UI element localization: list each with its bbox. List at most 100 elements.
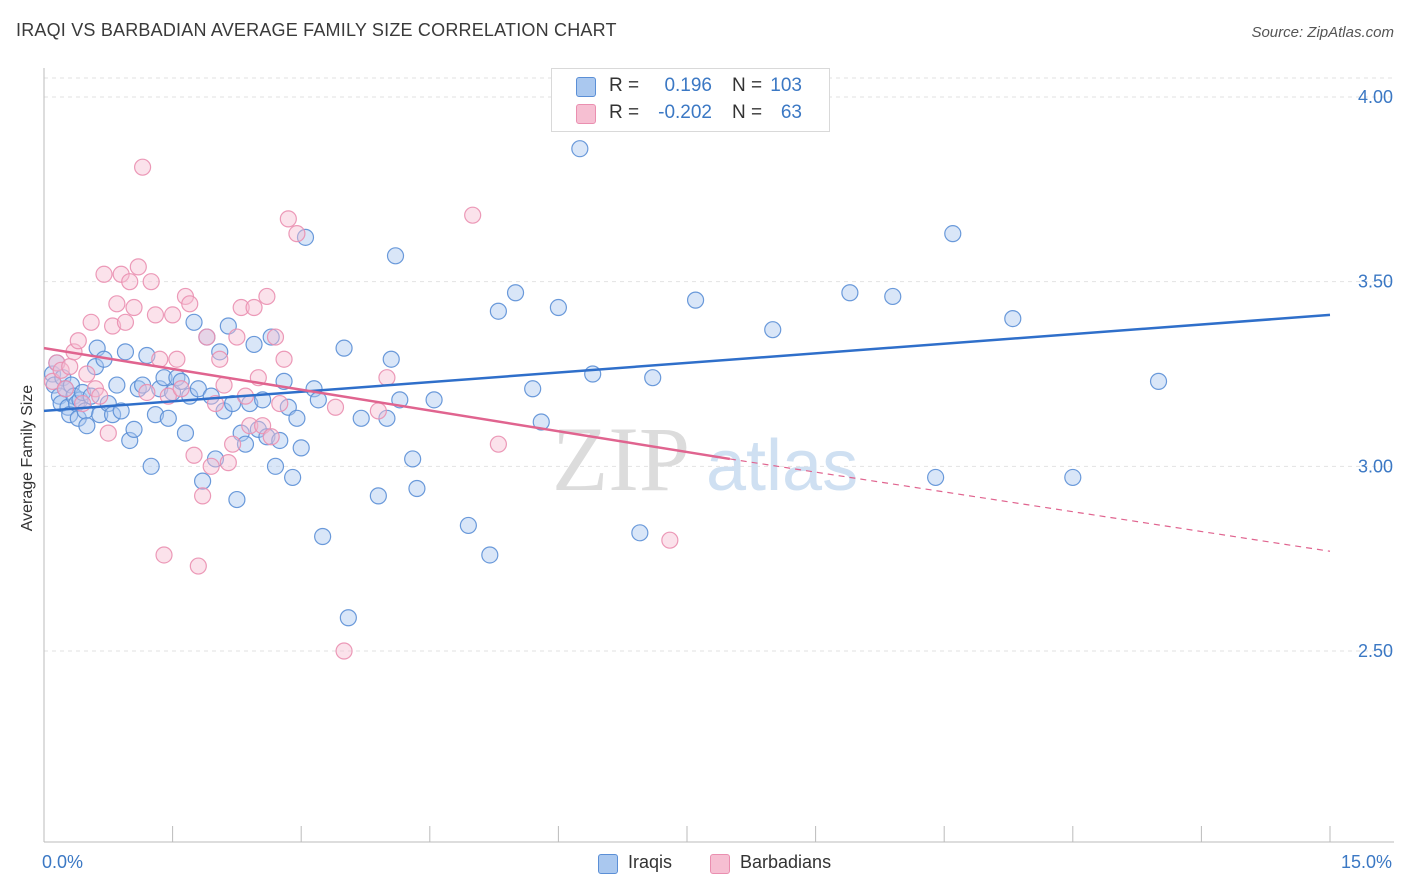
barbadians-point (185, 446, 203, 464)
barbadians-point (661, 531, 679, 549)
barbadians-point (215, 376, 233, 394)
barbadians-point (241, 417, 259, 435)
iraqis-point (571, 140, 589, 158)
iraqis-point (352, 409, 370, 427)
iraqis-point (764, 321, 782, 339)
iraqis-point (146, 406, 165, 424)
iraqis-point (155, 369, 173, 387)
barbadians-point (125, 298, 143, 317)
barbadians-point (91, 387, 109, 405)
iraqis-point (944, 225, 962, 243)
barbadians-point (258, 287, 276, 306)
series-legend-label-iraqis: Iraqis (628, 852, 673, 872)
barbadians-point (279, 210, 297, 228)
iraqis-point (189, 380, 207, 398)
legend-n-label: N = (732, 102, 763, 123)
iraqis-point (292, 439, 310, 457)
iraqis-point (425, 391, 443, 409)
barbadians-trend-extension (729, 458, 1331, 552)
barbadians-point (335, 642, 353, 660)
legend-r-label: R = (609, 102, 640, 123)
iraqis-point (228, 490, 246, 509)
barbadians-point (138, 383, 156, 402)
barbadians-point (164, 306, 182, 324)
x-tick-label-min: 0.0% (42, 852, 84, 872)
barbadians-point (82, 313, 100, 331)
stats-legend: R = 0.196 N = 103 R = -0.202 N = 63 (551, 68, 830, 132)
barbadians-point (198, 328, 216, 346)
iraqis-point (121, 431, 139, 450)
iraqis-point (382, 350, 400, 368)
barbadians-point (202, 457, 220, 475)
iraqis-point (335, 339, 353, 357)
barbadians-point (262, 428, 280, 446)
iraqis-point (314, 527, 332, 546)
barbadians-point (489, 435, 507, 453)
iraqis-point (524, 380, 542, 398)
iraqis-point (884, 287, 902, 306)
y-tick-label: 2.50 (1358, 641, 1393, 661)
barbadians-point (95, 265, 113, 283)
legend-row-barbadians: R = -0.202 N = 63 (552, 100, 829, 126)
iraqis-point (185, 313, 203, 331)
barbadians-point (121, 273, 139, 291)
iraqis-point (408, 479, 426, 498)
iraqis-point (927, 468, 945, 487)
iraqis-point (339, 609, 357, 627)
barbadians-point (56, 380, 75, 398)
iraqis-point (1064, 468, 1082, 487)
barbadians-point (155, 546, 173, 564)
iraqis-point (549, 298, 568, 317)
barbadians-trend-line (43, 346, 731, 461)
iraqis-point (211, 343, 229, 361)
watermark-zip: ZIP (552, 408, 690, 510)
iraqis-point (112, 402, 130, 420)
series-legend-swatch-iraqis (598, 854, 618, 874)
y-tick-label: 4.00 (1358, 87, 1393, 107)
legend-n-label: N = (732, 75, 763, 96)
barbadians-point (219, 454, 237, 472)
barbadians-point (61, 358, 79, 376)
iraqis-point (369, 487, 387, 505)
barbadians-point (168, 350, 186, 368)
barbadians-point (245, 298, 263, 317)
barbadians-point (146, 306, 165, 324)
barbadians-point (224, 435, 242, 453)
iraqis-point (159, 409, 177, 427)
barbadians-point (266, 328, 285, 346)
iraqis-point (125, 420, 143, 438)
barbadians-point (211, 350, 229, 368)
iraqis-point (631, 524, 649, 542)
barbadians-point (378, 369, 396, 387)
barbadians-point (275, 350, 293, 368)
legend-n-value: 103 (770, 75, 802, 96)
iraqis-point (1149, 372, 1168, 390)
chart-source: Source: ZipAtlas.com (1251, 24, 1394, 41)
iraqis-point (78, 417, 96, 435)
iraqis-point (258, 428, 276, 446)
iraqis-point (194, 472, 212, 490)
legend-r-label: R = (609, 75, 640, 96)
x-tick-label-max: 15.0% (1340, 852, 1392, 872)
barbadians-point (194, 487, 212, 505)
legend-swatch-barbadians (576, 104, 596, 124)
chart-title: IRAQI VS BARBADIAN AVERAGE FAMILY SIZE C… (16, 20, 617, 40)
watermark-atlas: atlas (706, 426, 858, 506)
iraqis-point (686, 291, 705, 309)
series-legend-swatch-barbadians (710, 854, 730, 874)
y-tick-label: 3.50 (1358, 272, 1393, 292)
iraqis-point (284, 468, 302, 487)
barbadians-point (108, 295, 126, 313)
barbadians-point (326, 398, 345, 416)
legend-r-value: 0.196 (664, 75, 712, 96)
barbadians-point (369, 402, 387, 420)
iraqis-point (262, 328, 280, 346)
iraqis-point (142, 457, 160, 475)
series-legend-label-barbadians: Barbadians (740, 852, 832, 872)
iraqis-point (481, 546, 499, 564)
iraqis-point (108, 376, 126, 394)
y-tick-label: 3.00 (1358, 456, 1393, 476)
barbadians-point (271, 394, 289, 413)
iraqis-point (841, 284, 859, 302)
iraqis-point (532, 413, 550, 431)
